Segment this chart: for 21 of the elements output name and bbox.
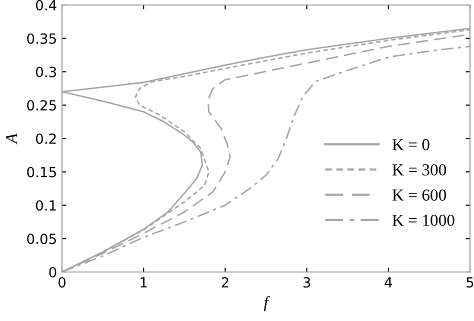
y-tick-label: 0.2 [36,133,56,144]
x-axis-title: f [264,296,270,312]
x-tick-label: 1 [140,277,147,288]
y-axis-title: A [6,133,18,144]
y-tick-label: 0.25 [27,100,56,111]
x-tick-label: 0 [58,277,66,288]
y-tick-label: 0.05 [27,234,56,244]
legend-label: K = 600 [392,189,446,201]
x-tick-label: 5 [466,277,474,288]
y-tick-label: 0.4 [36,0,56,10]
x-tick-label: 2 [222,277,228,288]
y-tick-label: 0.35 [27,33,56,44]
legend-label: K = 1000 [392,214,454,226]
legend-label: K = 300 [392,164,446,176]
y-tick-label: 0.15 [27,166,56,178]
legend-label: K = 0 [392,139,430,150]
y-tick-label: 0.3 [36,66,56,78]
y-tick-label: 0 [49,266,56,278]
x-tick-label: 4 [384,277,392,288]
y-tick-label: 0.1 [36,200,56,211]
x-tick-label: 3 [303,277,310,288]
